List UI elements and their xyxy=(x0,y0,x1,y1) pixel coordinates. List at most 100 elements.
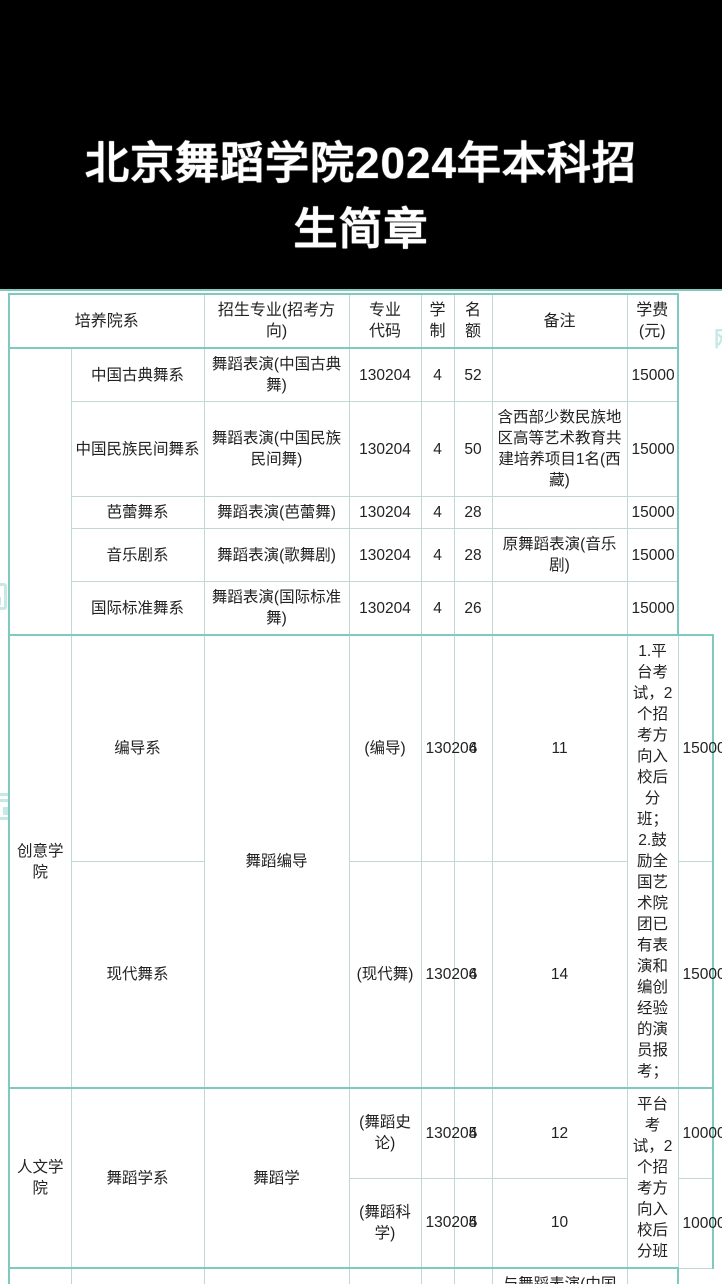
cell-quota: 12 xyxy=(491,1087,628,1179)
cell-dept: 编导系 xyxy=(70,634,205,862)
cell-fee: 15000 xyxy=(677,634,722,862)
cell-length: 4 xyxy=(420,1267,455,1284)
cell-quota: 14 xyxy=(491,861,628,1089)
cell-major-group-2: 舞蹈学 xyxy=(203,1087,350,1269)
table-row: 教育学院 / 舞蹈教育(中国古典舞) 130207T 4 20 与舞蹈表演(中国… xyxy=(8,1267,713,1284)
cell-length: 4 xyxy=(420,347,455,402)
header-fee-line1: 学费 xyxy=(636,302,669,319)
cell-college-group-2: 人文学院 xyxy=(8,1087,72,1269)
cell-quota: 20 xyxy=(453,1267,493,1284)
cell-fee: 15000 xyxy=(626,581,680,636)
cell-dept: 国际标准舞系 xyxy=(70,581,205,636)
remark-line-1: 1.平台考试，2个招 xyxy=(632,643,673,723)
cell-college-group-0 xyxy=(8,347,72,636)
cell-fee: 10000 xyxy=(677,1177,722,1269)
header-quota: 名 额 xyxy=(453,293,493,349)
cell-major: 舞蹈表演(国际标准舞) xyxy=(203,581,350,636)
cell-length: 4 xyxy=(453,634,493,862)
header-quota-line1: 名 xyxy=(465,302,482,319)
cell-major: 舞蹈表演(芭蕾舞) xyxy=(203,496,350,529)
cell-quota: 10 xyxy=(491,1177,628,1269)
cell-code: 130204 xyxy=(348,496,422,529)
cell-fee: 15000 xyxy=(626,401,680,497)
header-major: 招生专业(招考方向) xyxy=(203,293,350,349)
cell-remark xyxy=(491,496,628,529)
cell-direction: (舞蹈科学) xyxy=(348,1177,422,1269)
cell-dept: 中国民族民间舞系 xyxy=(70,401,205,497)
page-title-line-2: 生简章 xyxy=(293,205,429,254)
header-code-line1: 专业 xyxy=(369,302,402,319)
header-fee-line2: (元) xyxy=(638,323,666,340)
cell-length: 4 xyxy=(420,401,455,497)
cell-direction: (现代舞) xyxy=(348,861,422,1089)
cell-quota: 26 xyxy=(453,581,493,636)
admissions-table: 培养院系 招生专业(招考方向) 专业 代码 学 制 名 额 备注 xyxy=(7,293,722,1284)
cell-major-group-1: 舞蹈编导 xyxy=(203,634,350,1089)
cell-college-group-3: 教育学院 xyxy=(8,1267,72,1284)
header-length-line2: 制 xyxy=(429,323,446,340)
header-college: 培养院系 xyxy=(7,293,205,349)
cell-code: 130206 xyxy=(420,861,477,1089)
cell-remark: 含西部少数民族地区高等艺术教育共建培养项目1名(西藏) xyxy=(491,401,628,497)
cell-major: 舞蹈表演(中国民族民间舞) xyxy=(203,401,350,497)
table-row: 现代舞系 (现代舞) 130206 4 14 15000 xyxy=(9,861,722,1089)
header-code: 专业 代码 xyxy=(348,293,422,349)
remark-line-2: 考方向入校后分班； xyxy=(637,727,669,828)
cell-remark xyxy=(491,347,628,402)
cell-length: 4 xyxy=(420,496,455,529)
table-row: 中国民族民间舞系 舞蹈表演(中国民族民间舞) 130204 4 50 含西部少数… xyxy=(9,401,713,497)
cell-length: 4 xyxy=(453,1177,493,1269)
anhui-yikao-logo-icon xyxy=(0,582,7,610)
cell-length: 4 xyxy=(420,581,455,636)
table-header-row: 培养院系 招生专业(招考方向) 专业 代码 学 制 名 额 备注 xyxy=(7,293,713,349)
cell-remark-group-1: 1.平台考试，2个招 考方向入校后分班； 2.鼓励全国艺术院团已有表演和编创经验… xyxy=(626,634,679,1089)
table-row: 创意学院 编导系 舞蹈编导 (编导) 130206 4 11 1.平台考试，2个… xyxy=(8,634,722,1089)
cell-code: 130206 xyxy=(420,634,477,862)
table-row: 音乐剧系 舞蹈表演(歌舞剧) 130204 4 28 原舞蹈表演(音乐剧) 15… xyxy=(9,528,713,582)
cell-code: 130204 xyxy=(348,581,422,636)
cell-major: 舞蹈表演(歌舞剧) xyxy=(203,528,350,582)
cell-major: 舞蹈表演(中国古典舞) xyxy=(203,347,350,402)
cell-direction: (编导) xyxy=(348,634,422,862)
table-row: 中国古典舞系 舞蹈表演(中国古典舞) 130204 4 52 15000 xyxy=(8,347,713,636)
cell-remark-group-2: 平台考试，2个招 考方向入校后分班 xyxy=(626,1087,679,1269)
cell-remark: 与舞蹈表演(中国古典舞)同场考试，单独专业排名 xyxy=(491,1267,628,1284)
cell-length: 4 xyxy=(420,528,455,582)
cell-quota: 28 xyxy=(453,528,493,582)
header-fee: 学费 (元) xyxy=(626,293,680,349)
header-quota-line2: 额 xyxy=(465,323,482,340)
cell-remark xyxy=(491,581,628,636)
cell-remark: 原舞蹈表演(音乐剧) xyxy=(491,528,628,582)
cell-quota: 28 xyxy=(453,496,493,529)
table-row: 人文学院 舞蹈学系 舞蹈学 (舞蹈史论) 130205 4 12 平台考试，2个… xyxy=(8,1087,722,1269)
cell-direction: (舞蹈史论) xyxy=(348,1087,422,1179)
cell-length: 4 xyxy=(453,861,493,1089)
page-title-line-1: 北京舞蹈学院2024年本科招 xyxy=(85,139,637,188)
remark-line-3: 2.鼓励全国艺术院团已有表演和编创经验的演员报考； xyxy=(637,832,669,1080)
cell-code: 130204 xyxy=(348,401,422,497)
cell-code: 130204 xyxy=(348,347,422,402)
cell-fee: 15000 xyxy=(677,861,722,1089)
header-code-line2: 代码 xyxy=(369,323,402,340)
cell-fee: 10000 xyxy=(677,1087,722,1179)
table-row: (舞蹈科学) 130205 4 10 10000 xyxy=(9,1177,722,1269)
cell-major: 舞蹈教育(中国古典舞) xyxy=(203,1267,350,1284)
header-remark: 备注 xyxy=(491,293,628,349)
cell-dept: 中国古典舞系 xyxy=(70,347,205,402)
cell-dept-group-2: 舞蹈学系 xyxy=(70,1087,205,1269)
cell-quota: 11 xyxy=(491,634,628,862)
cell-quota: 50 xyxy=(453,401,493,497)
cell-fee: 12000 xyxy=(626,1267,680,1284)
cell-code: 130204 xyxy=(348,528,422,582)
table-row: 芭蕾舞系 舞蹈表演(芭蕾舞) 130204 4 28 15000 xyxy=(9,496,713,529)
header-length: 学 制 xyxy=(420,293,455,349)
cell-fee: 15000 xyxy=(626,528,680,582)
cell-dept-group-3: / xyxy=(70,1267,205,1284)
remark-line-2: 考方向入校后分班 xyxy=(637,1180,669,1260)
cell-dept: 芭蕾舞系 xyxy=(70,496,205,529)
header-length-line1: 学 xyxy=(429,302,446,319)
cell-dept: 现代舞系 xyxy=(70,861,205,1089)
cell-code: 130205 xyxy=(420,1177,477,1269)
cell-code: 130207T xyxy=(348,1267,422,1284)
